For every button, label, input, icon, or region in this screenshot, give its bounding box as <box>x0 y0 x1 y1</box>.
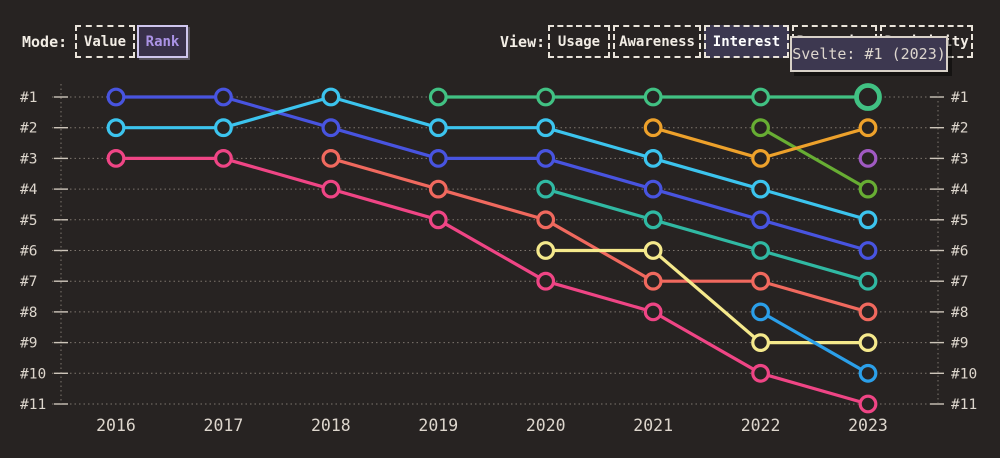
data-point-salmon[interactable] <box>428 179 448 199</box>
y-axis-label-left: #9 <box>20 336 37 352</box>
y-axis-label-right: #8 <box>951 305 968 321</box>
data-point-sky[interactable] <box>858 363 878 383</box>
y-axis-label-left: #1 <box>20 90 37 106</box>
x-axis-label: 2020 <box>526 416 566 435</box>
data-point-pink[interactable] <box>858 394 878 414</box>
mode-value-button[interactable]: Value <box>75 25 135 58</box>
data-point-cyan[interactable] <box>643 148 663 168</box>
data-point-salmon[interactable] <box>751 271 770 291</box>
y-axis-label-right: #5 <box>951 213 968 229</box>
data-point-pink[interactable] <box>214 148 233 168</box>
data-point-Svelte[interactable] <box>751 87 770 107</box>
data-point-teal[interactable] <box>536 179 556 199</box>
y-axis-label-right: #11 <box>951 397 977 413</box>
y-axis-label-right: #7 <box>951 274 968 290</box>
y-axis-label-right: #4 <box>951 182 969 198</box>
series-line-pink <box>114 156 870 406</box>
data-point-pink[interactable] <box>751 363 770 383</box>
data-point-blue[interactable] <box>751 210 770 230</box>
x-axis-label: 2019 <box>418 416 458 435</box>
x-axis-label: 2023 <box>848 416 888 435</box>
data-point-cyan[interactable] <box>536 118 556 138</box>
y-axis-label-right: #9 <box>951 336 968 352</box>
data-point-cyan[interactable] <box>751 179 770 199</box>
y-axis-label-right: #1 <box>951 90 968 106</box>
y-axis-label-left: #8 <box>20 305 37 321</box>
data-point-Svelte[interactable] <box>536 87 556 107</box>
data-point-blue[interactable] <box>858 241 878 260</box>
data-point-orange[interactable] <box>643 118 663 138</box>
y-axis-label-right: #6 <box>951 244 968 260</box>
data-point-pink[interactable] <box>321 179 341 199</box>
data-point-olive[interactable] <box>751 118 770 138</box>
view-interest-button[interactable]: Interest <box>704 25 789 58</box>
view-label: View: <box>500 33 546 51</box>
series-line-cyan <box>114 95 870 222</box>
data-point-blue[interactable] <box>643 179 663 199</box>
y-axis-label-left: #11 <box>20 397 46 413</box>
data-point-orange[interactable] <box>751 148 770 168</box>
series-line-teal <box>544 187 870 283</box>
data-point-teal[interactable] <box>751 241 770 260</box>
data-point-pink[interactable] <box>536 271 556 291</box>
data-point-salmon[interactable] <box>858 302 878 322</box>
y-axis-label-left: #2 <box>20 121 37 137</box>
y-axis-label-left: #3 <box>20 151 37 167</box>
series-line-blue <box>114 95 870 253</box>
data-point-salmon[interactable] <box>643 271 663 291</box>
data-point-olive[interactable] <box>858 179 878 199</box>
data-point-salmon[interactable] <box>321 148 341 168</box>
data-point-blue[interactable] <box>428 148 448 168</box>
view-awareness-button[interactable]: Awareness <box>613 25 701 58</box>
x-axis-label: 2017 <box>204 416 244 435</box>
data-point-yellow[interactable] <box>751 333 770 353</box>
x-axis-label: 2021 <box>633 416 673 435</box>
y-axis-label-left: #5 <box>20 213 37 229</box>
view-usage-button[interactable]: Usage <box>548 25 610 58</box>
data-point-blue[interactable] <box>321 118 341 138</box>
data-point-pink[interactable] <box>428 210 448 230</box>
y-axis-label-left: #7 <box>20 274 37 290</box>
data-point-blue[interactable] <box>214 87 233 107</box>
data-point-purple[interactable] <box>858 148 878 168</box>
data-point-cyan[interactable] <box>321 87 341 107</box>
data-point-teal[interactable] <box>643 210 663 230</box>
y-axis-label-right: #10 <box>951 366 977 382</box>
data-point-sky[interactable] <box>751 302 770 322</box>
data-point-pink[interactable] <box>643 302 663 322</box>
data-point-yellow[interactable] <box>858 333 878 353</box>
data-point-orange[interactable] <box>858 118 878 138</box>
y-axis-label-left: #6 <box>20 244 37 260</box>
y-axis-label-right: #3 <box>951 151 968 167</box>
data-point-cyan[interactable] <box>428 118 448 138</box>
data-point-cyan[interactable] <box>858 210 878 230</box>
chart-tooltip: Svelte: #1 (2023) <box>790 36 948 72</box>
data-point-pink[interactable] <box>106 148 126 168</box>
y-axis-label-right: #2 <box>951 121 968 137</box>
data-point-Svelte[interactable] <box>643 87 663 107</box>
data-point-cyan[interactable] <box>106 118 126 138</box>
x-axis-label: 2018 <box>311 416 351 435</box>
data-point-cyan[interactable] <box>214 118 233 138</box>
data-point-Svelte[interactable] <box>428 87 448 107</box>
data-point-teal[interactable] <box>858 271 878 291</box>
data-point-blue[interactable] <box>536 148 556 168</box>
data-point-yellow[interactable] <box>536 241 556 260</box>
data-point-blue[interactable] <box>106 87 126 107</box>
highlight-point-Svelte[interactable] <box>854 83 882 111</box>
series-line-sky <box>758 310 870 375</box>
x-axis-label: 2016 <box>96 416 136 435</box>
y-axis-label-left: #10 <box>20 366 46 382</box>
mode-rank-button[interactable]: Rank <box>137 25 188 58</box>
series-line-olive <box>758 126 870 191</box>
y-axis-label-left: #4 <box>20 182 38 198</box>
x-axis-label: 2022 <box>741 416 781 435</box>
data-point-yellow[interactable] <box>643 241 663 260</box>
data-point-salmon[interactable] <box>536 210 556 230</box>
series-line-salmon <box>329 156 870 314</box>
mode-label: Mode: <box>22 33 68 51</box>
